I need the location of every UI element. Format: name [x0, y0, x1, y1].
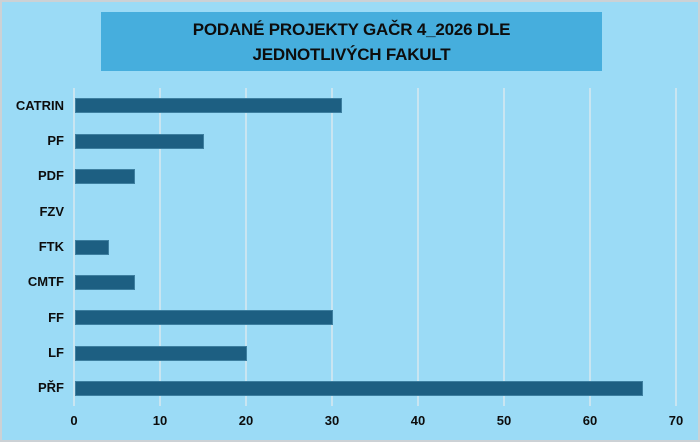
category-label-7: LF: [48, 345, 64, 360]
x-tick-label-60: 60: [582, 413, 598, 428]
x-tick-label-40: 40: [410, 413, 426, 428]
category-label-0: CATRIN: [15, 97, 64, 113]
bar-pdf: [75, 168, 136, 184]
x-tick-label-30: 30: [324, 413, 340, 428]
category-label-2: PDF: [38, 168, 64, 184]
x-tick-label-50: 50: [496, 413, 512, 428]
x-tick-label-0: 0: [70, 413, 78, 428]
bar-lf: [75, 345, 247, 361]
bar-ftk: [75, 239, 110, 255]
x-tick-label-70: 70: [668, 413, 684, 428]
x-tick-label-20: 20: [238, 413, 254, 428]
bar-catrin: [75, 98, 342, 114]
category-label-8: PŘF: [38, 380, 64, 396]
chart-title: PODANÉ PROJEKTY GAČR 4_2026 DLE JEDNOTLI…: [101, 12, 602, 71]
bar-cmtf: [75, 274, 136, 290]
category-label-4: FTK: [38, 239, 64, 254]
category-label-3: FZV: [39, 203, 64, 219]
bar-pf: [75, 133, 204, 149]
category-label-6: FF: [48, 309, 64, 325]
bar-přf: [75, 380, 643, 396]
category-label-1: PF: [47, 133, 64, 148]
bar-ff: [75, 310, 333, 326]
category-label-5: CMTF: [27, 274, 64, 290]
x-tick-label-10: 10: [152, 413, 168, 428]
